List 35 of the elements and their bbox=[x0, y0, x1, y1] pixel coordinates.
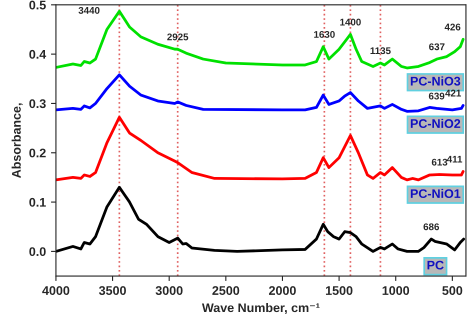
line-series bbox=[56, 116, 464, 182]
x-tick-label: 2000 bbox=[268, 286, 296, 295]
x-axis-title: Wave Number, cm⁻¹ bbox=[202, 302, 320, 314]
series-label: PC-NiO1 bbox=[410, 188, 460, 198]
x-tick-label: 4000 bbox=[42, 286, 70, 295]
series-label: PC bbox=[428, 260, 444, 270]
y-tick-label: 0.3 bbox=[29, 99, 46, 108]
annotation: 637 bbox=[429, 43, 445, 50]
line-series bbox=[56, 186, 466, 253]
x-tick-label: 1000 bbox=[382, 286, 410, 295]
x-tick-label: 3500 bbox=[98, 286, 126, 295]
annotation: 411 bbox=[446, 156, 462, 163]
x-tick-label: 500 bbox=[442, 286, 462, 295]
y-tick-label: 0.1 bbox=[29, 198, 46, 207]
series-label: PC-NiO3 bbox=[410, 76, 460, 86]
annotation: 421 bbox=[445, 90, 462, 96]
annotation: 639 bbox=[428, 92, 444, 100]
annotation: 1135 bbox=[370, 47, 391, 54]
y-axis-title: Absorbance, bbox=[12, 103, 23, 178]
y-tick-label: 0.0 bbox=[29, 247, 46, 256]
annotation: 686 bbox=[424, 223, 440, 230]
y-tick-label: 0.2 bbox=[29, 148, 46, 158]
x-tick-label: 2500 bbox=[212, 286, 240, 295]
annotation: 426 bbox=[444, 24, 460, 30]
annotation: 1630 bbox=[314, 30, 335, 38]
x-tick-label: 1500 bbox=[326, 286, 352, 295]
annotation: 2925 bbox=[167, 33, 188, 40]
x-tick-label: 3000 bbox=[156, 286, 183, 295]
annotation: 1400 bbox=[340, 18, 361, 26]
annotation: 3440 bbox=[78, 6, 100, 14]
annotation: 613 bbox=[432, 158, 448, 166]
series-label: PC-NiO2 bbox=[410, 118, 460, 128]
y-tick-label: 0.4 bbox=[29, 50, 46, 59]
line-series bbox=[56, 73, 464, 113]
y-tick-label: 0.5 bbox=[29, 0, 46, 10]
